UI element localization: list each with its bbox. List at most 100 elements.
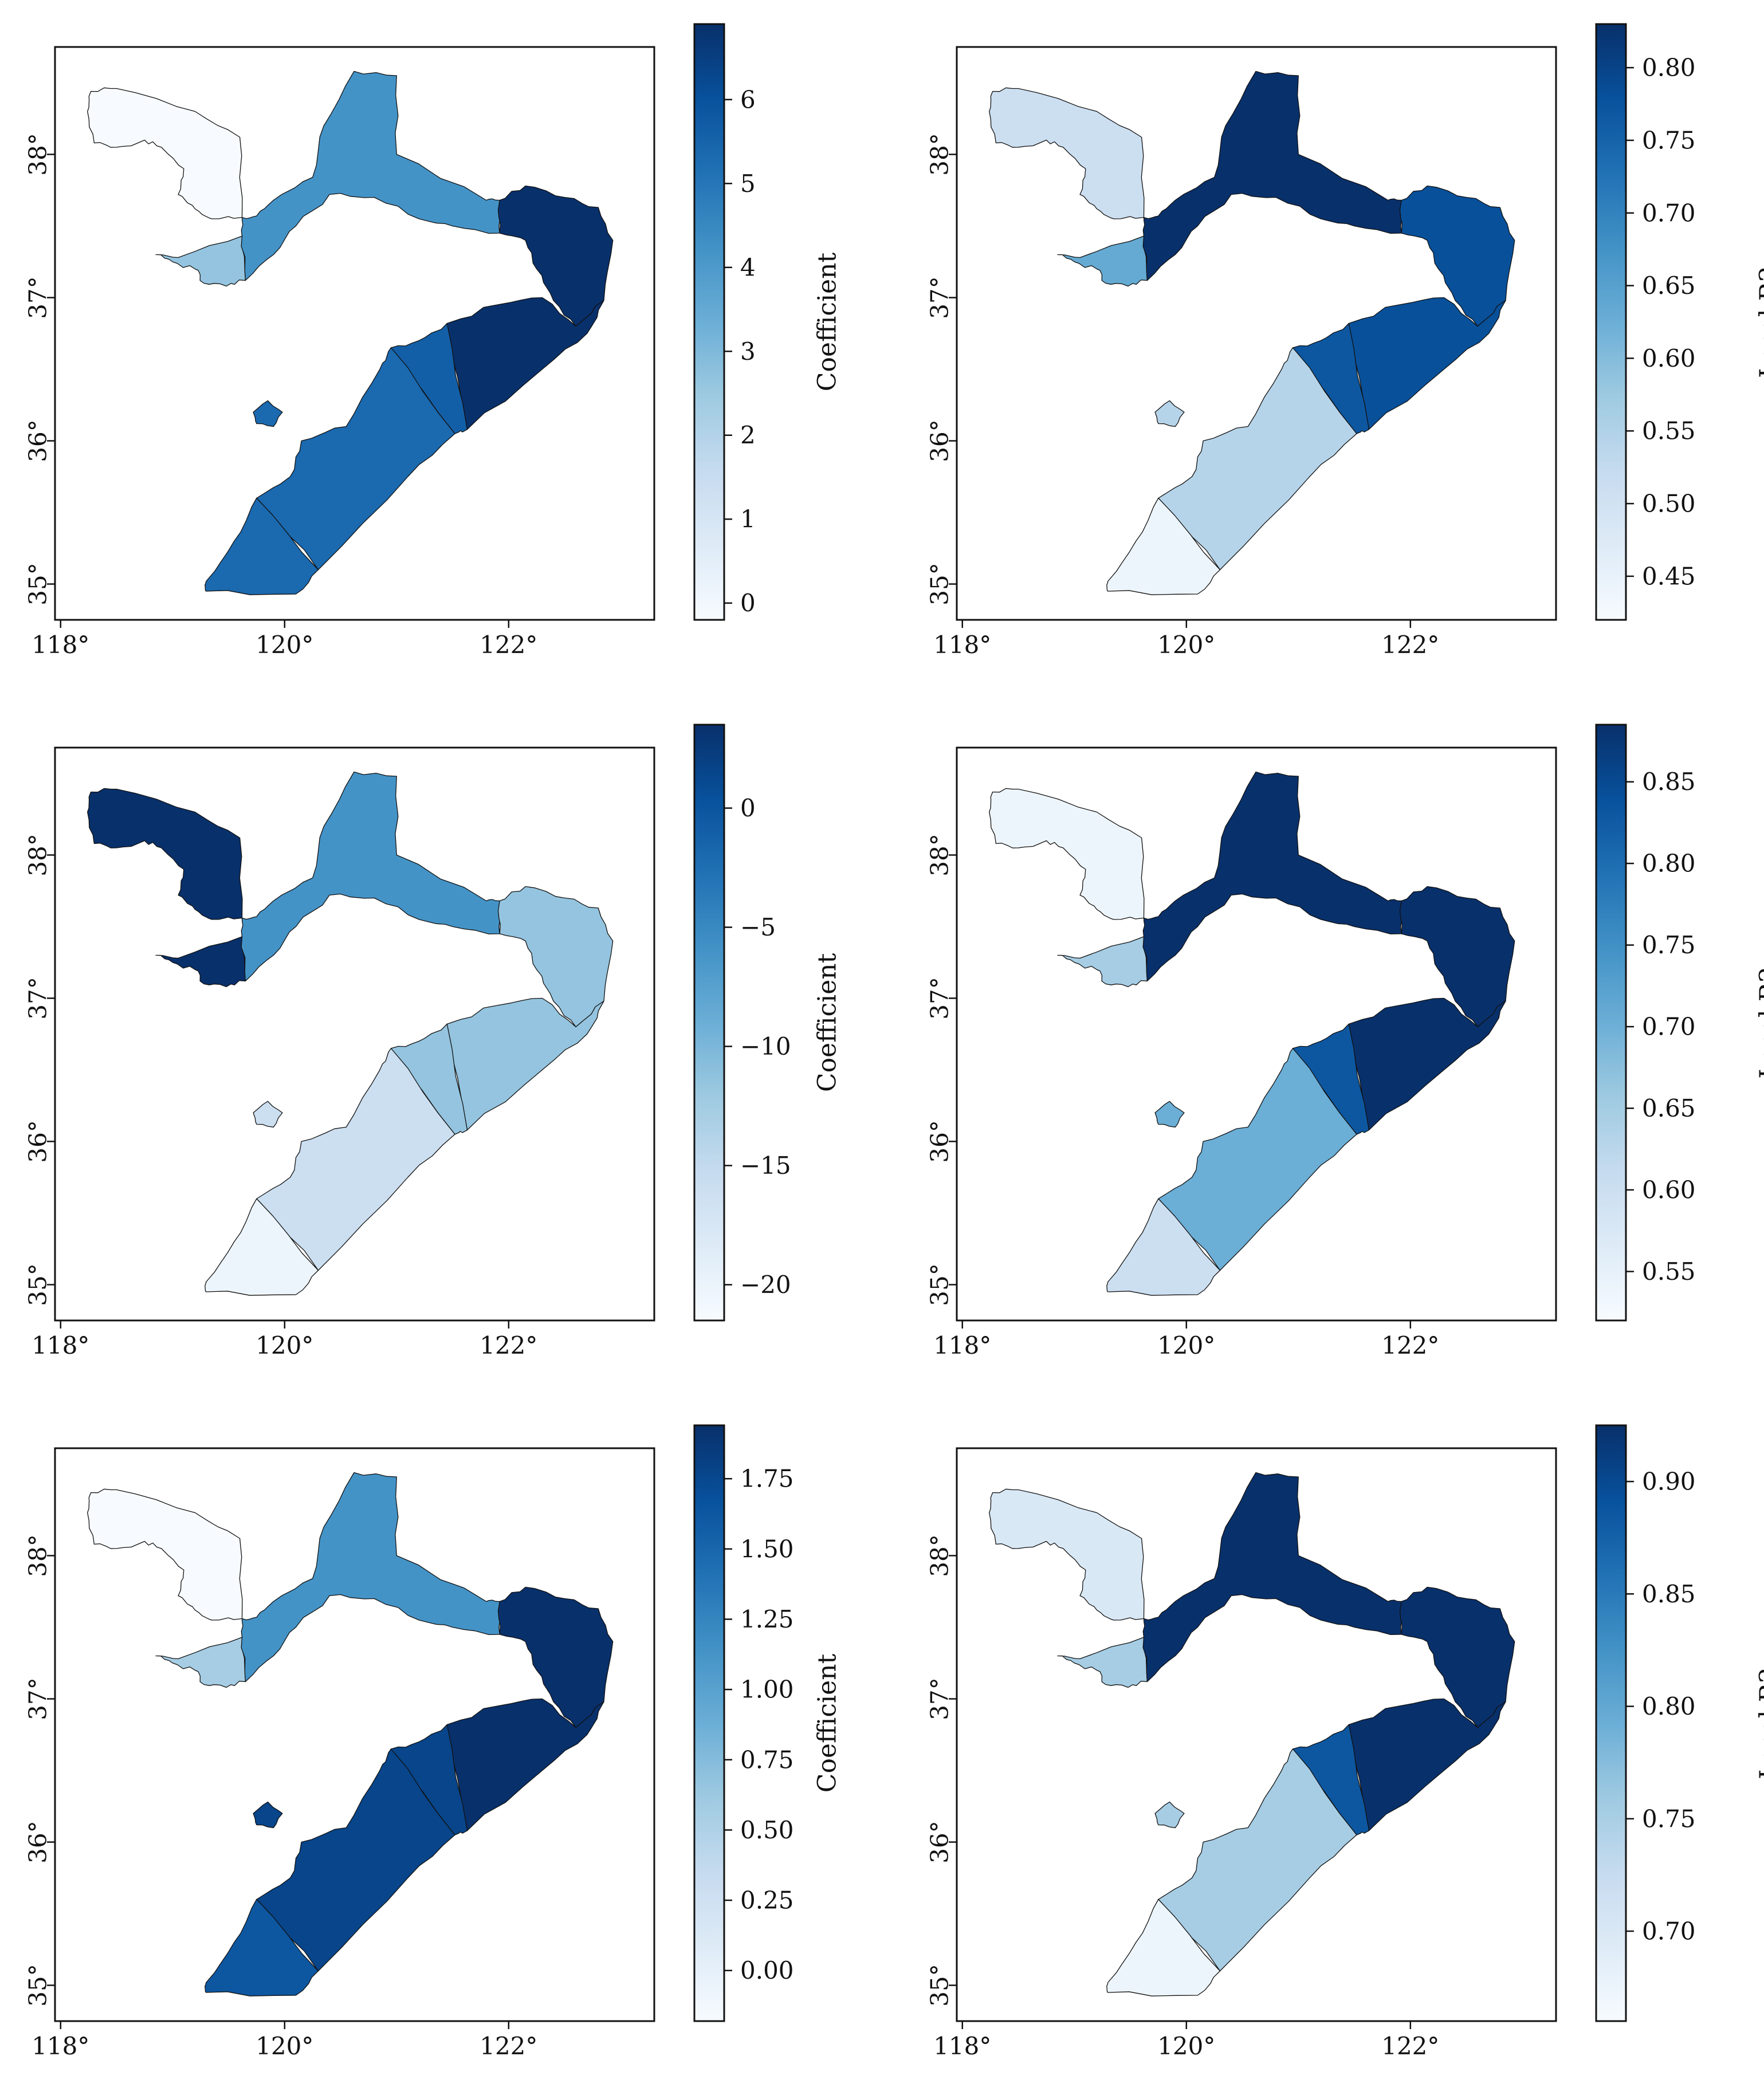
region-sw2	[1158, 1748, 1357, 1972]
y-tick-label: 37°	[24, 1677, 52, 1720]
colorbar-tick-label: −5	[740, 913, 776, 941]
colorbar-tick-label: 0.80	[1642, 1692, 1696, 1720]
region-westSW	[155, 235, 246, 287]
colorbar-tick-label: 1.00	[740, 1676, 794, 1704]
map-frame	[956, 746, 1557, 1322]
region-sw2	[1158, 1048, 1357, 1271]
y-tick-label: 35°	[24, 1964, 52, 2006]
colorbar-frame	[1595, 724, 1627, 1322]
colorbar-frame	[693, 724, 725, 1322]
y-tick-label: 38°	[24, 834, 52, 876]
colorbar-tick-label: −10	[740, 1032, 791, 1060]
colorbar-tick-label: 0.75	[1642, 931, 1696, 959]
region-east	[446, 997, 604, 1131]
region-north	[87, 1488, 243, 1621]
x-tick-label: 122°	[480, 2032, 537, 2060]
region-north	[87, 788, 243, 920]
colorbar	[694, 24, 724, 620]
region-north	[989, 1488, 1145, 1621]
region-east	[446, 1698, 604, 1831]
y-tick-label: 36°	[926, 1821, 954, 1863]
region-north	[989, 87, 1145, 219]
region-island	[253, 1100, 283, 1128]
colorbar-tick-label: −15	[740, 1151, 791, 1180]
colorbar-tick-label: 0.80	[1642, 54, 1696, 82]
panel-r2-1: 118° 120° 122° 35° 36° 37° 38° 0.45 0.50 0.55 0.60…	[926, 23, 1764, 659]
y-tick-label: 35°	[926, 1263, 954, 1306]
colorbar-tick-label: 0.00	[740, 1956, 794, 1984]
colorbar	[694, 725, 724, 1320]
colorbar-label: Coefficient	[813, 953, 842, 1092]
x-tick-label: 120°	[1157, 1331, 1215, 1359]
colorbar-tick-label: 1	[740, 505, 756, 533]
colorbar-tick-label: 0.50	[1642, 490, 1696, 518]
colorbar	[1596, 1425, 1626, 2021]
map-frame	[956, 1447, 1557, 2022]
x-tick-label: 120°	[256, 2032, 313, 2060]
region-island	[1154, 1100, 1185, 1128]
region-east	[1348, 297, 1506, 430]
x-tick-label: 122°	[1381, 2032, 1439, 2060]
region-east	[1348, 1698, 1506, 1831]
colorbar-tick-label: 0.55	[1642, 417, 1696, 445]
colorbar-tick-label: 0	[740, 589, 756, 617]
colorbar-tick-label: 0.25	[740, 1886, 794, 1915]
y-tick-label: 35°	[24, 1263, 52, 1306]
colorbar-tick-label: 0.80	[1642, 850, 1696, 878]
x-tick-label: 118°	[933, 1331, 991, 1359]
region-north	[87, 87, 243, 219]
region-sw1	[1106, 497, 1221, 595]
region-central	[1142, 771, 1403, 982]
y-tick-label: 38°	[926, 1534, 954, 1577]
colorbar-tick-label: 6	[740, 85, 756, 113]
y-tick-label: 38°	[926, 133, 954, 175]
region-sw1	[1106, 1198, 1221, 1296]
map-frame	[54, 46, 655, 621]
y-tick-label: 38°	[24, 1534, 52, 1577]
colorbar-tick-label: 0.70	[1642, 1917, 1696, 1945]
map-frame	[54, 1447, 655, 2022]
region-westSW	[1057, 1637, 1148, 1688]
x-tick-label: 120°	[1157, 2032, 1215, 2060]
colorbar-tick-label: 5	[740, 170, 756, 198]
colorbar-label: Local R2	[1755, 966, 1764, 1079]
region-central	[1142, 1472, 1403, 1683]
colorbar	[694, 1425, 724, 2021]
panel-r2-3: 118° 120° 122° 35° 36° 37° 38° 0.70 0.75 0.80 0.85…	[926, 1424, 1764, 2060]
panel-r2-2: 118° 120° 122° 35° 36° 37° 38° 0.55 0.60 0.65 0.70…	[926, 724, 1764, 1359]
colorbar	[1596, 24, 1626, 620]
colorbar-frame	[693, 23, 725, 621]
region-north	[989, 788, 1145, 920]
colorbar-tick-label: 0.85	[1642, 1580, 1696, 1608]
colorbar-tick-label: 0	[740, 794, 756, 822]
colorbar-tick-label: 1.25	[740, 1605, 794, 1633]
y-tick-label: 38°	[926, 834, 954, 876]
colorbar-tick-label: 0.60	[1642, 344, 1696, 372]
x-tick-label: 118°	[933, 631, 991, 659]
y-tick-label: 37°	[24, 276, 52, 319]
colorbar	[1596, 725, 1626, 1320]
y-tick-label: 35°	[24, 563, 52, 605]
colorbar-tick-label: 0.65	[1642, 272, 1696, 300]
map-frame	[956, 46, 1557, 621]
region-sw2	[256, 1748, 455, 1972]
x-tick-label: 120°	[256, 1331, 313, 1359]
colorbar-tick-label: 2	[740, 421, 756, 449]
y-tick-label: 38°	[24, 133, 52, 175]
colorbar-tick-label: 0.45	[1642, 562, 1696, 590]
colorbar-tick-label: 0.70	[1642, 1013, 1696, 1041]
region-island	[1154, 400, 1185, 427]
colorbar-tick-label: 0.55	[1642, 1257, 1696, 1286]
colorbar-tick-label: −20	[740, 1271, 791, 1299]
region-sw2	[256, 347, 455, 571]
panel-coef-3: 118° 120° 122° 35° 36° 37° 38° 0.00 0.25 0.50 0.75…	[24, 1424, 842, 2060]
colorbar-label: Coefficient	[813, 1654, 842, 1793]
region-central	[241, 771, 501, 982]
region-westSW	[155, 1637, 246, 1688]
y-tick-label: 37°	[926, 1677, 954, 1720]
x-tick-label: 122°	[1381, 631, 1439, 659]
colorbar-tick-label: 0.70	[1642, 199, 1696, 227]
y-tick-label: 37°	[926, 977, 954, 1019]
x-tick-label: 122°	[480, 631, 537, 659]
